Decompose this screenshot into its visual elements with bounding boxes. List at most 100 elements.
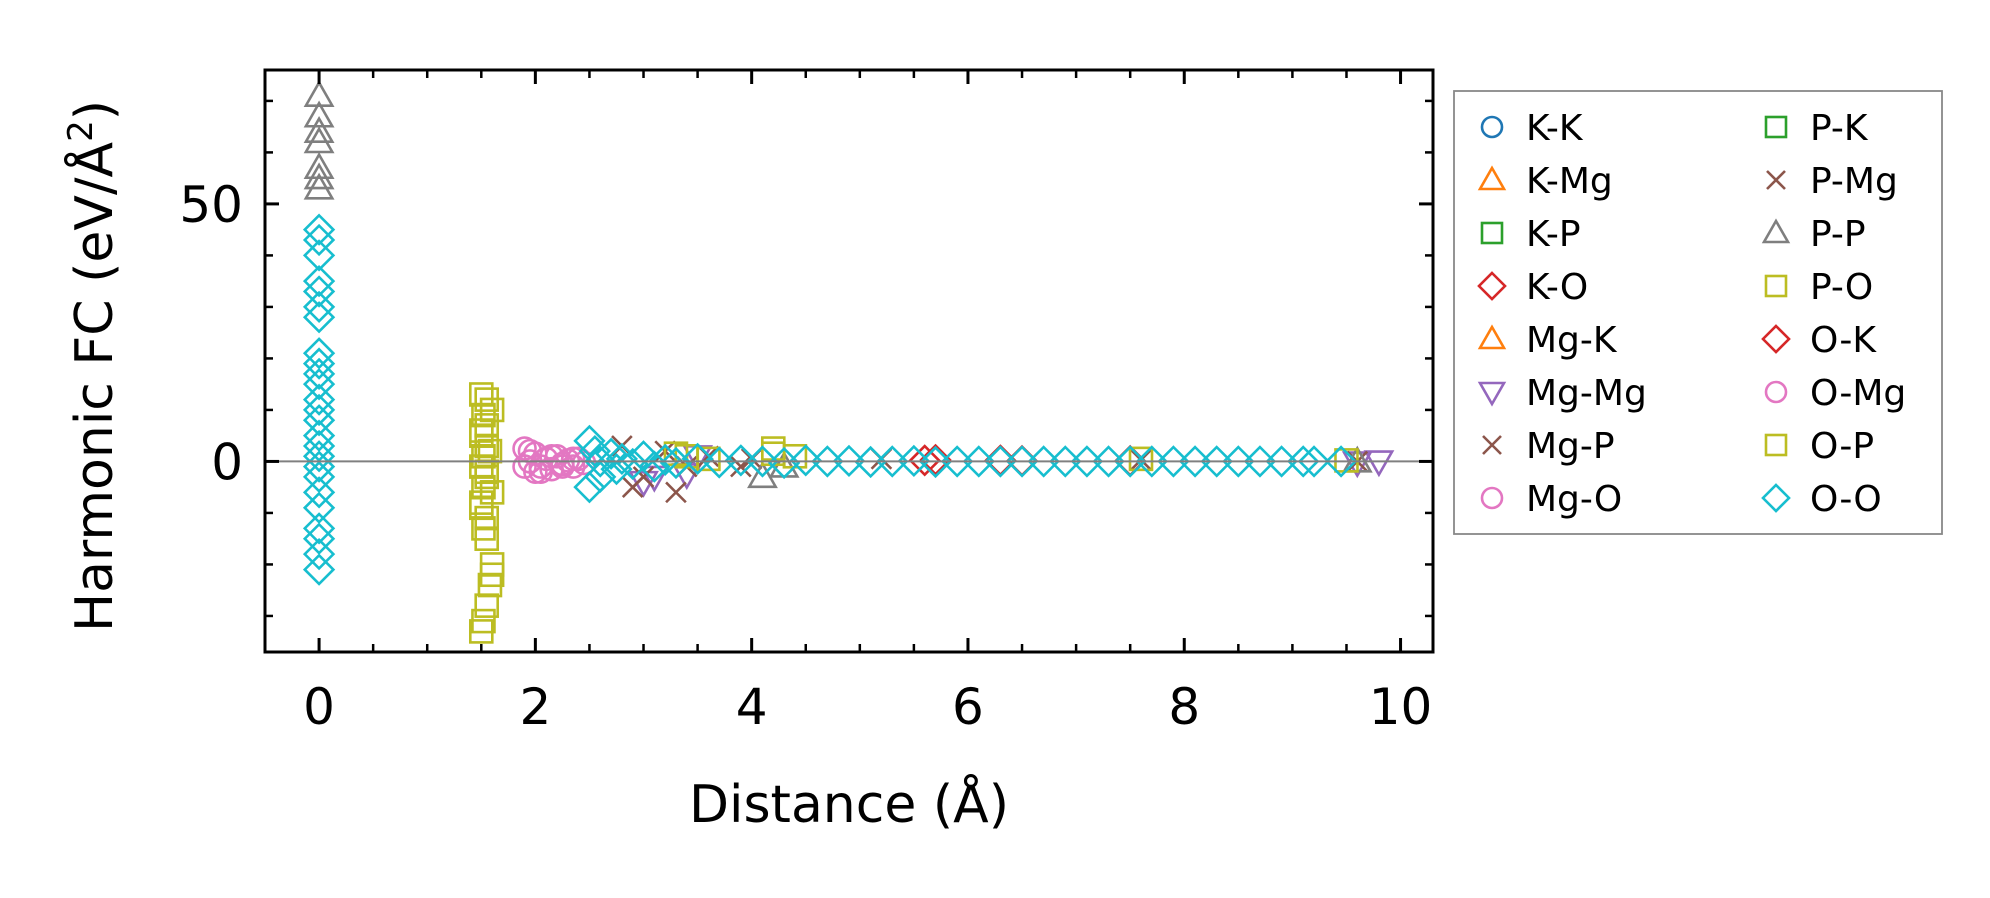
data-point xyxy=(908,444,941,477)
markers-layer xyxy=(302,79,1395,644)
legend-label: Mg-Mg xyxy=(1526,373,1647,414)
legend-marker xyxy=(1477,324,1507,350)
data-point xyxy=(984,445,1017,478)
data-point xyxy=(302,301,336,334)
data-point xyxy=(468,619,494,644)
data-point xyxy=(303,172,335,200)
data-point xyxy=(302,213,336,246)
x-tick-label: 6 xyxy=(952,678,984,736)
data-point xyxy=(302,522,336,555)
legend-marker xyxy=(1764,274,1788,298)
data-point xyxy=(560,446,586,472)
data-point xyxy=(1297,445,1331,478)
data-point xyxy=(941,445,974,478)
data-point xyxy=(302,275,336,308)
data-point xyxy=(789,444,822,477)
x-tick-label: 10 xyxy=(1369,678,1433,736)
y-axis-title-close: ) xyxy=(65,100,125,120)
legend-marker xyxy=(1480,115,1504,139)
data-point xyxy=(1243,445,1277,478)
legend-marker xyxy=(1482,435,1502,455)
data-point xyxy=(573,424,606,457)
data-point xyxy=(1005,445,1039,478)
data-point xyxy=(302,404,336,437)
legend-marker xyxy=(1761,324,1791,354)
data-point xyxy=(962,445,995,478)
y-axis-title-superscript: 2 xyxy=(61,120,101,142)
data-point xyxy=(1157,445,1190,478)
legend-label: P-O xyxy=(1810,267,1873,308)
data-point xyxy=(1200,445,1233,478)
y-tick-label: 0 xyxy=(211,433,243,491)
legend-label: P-Mg xyxy=(1810,161,1898,202)
data-point xyxy=(302,239,336,272)
data-point xyxy=(303,115,335,144)
data-point xyxy=(1178,445,1212,478)
data-point xyxy=(632,466,655,488)
data-point xyxy=(730,455,752,478)
data-point xyxy=(302,538,336,571)
data-point xyxy=(616,447,649,481)
data-point xyxy=(573,471,606,504)
data-point xyxy=(302,265,336,298)
data-point xyxy=(584,460,617,494)
data-point xyxy=(1135,445,1168,478)
data-point xyxy=(1265,445,1298,478)
data-point xyxy=(594,437,628,470)
data-point xyxy=(919,443,952,477)
data-point xyxy=(1287,445,1320,478)
data-point xyxy=(303,162,335,190)
data-point xyxy=(471,474,496,500)
data-point xyxy=(919,445,952,479)
legend-label: P-P xyxy=(1810,214,1866,255)
series-P-O xyxy=(468,382,1359,644)
data-point xyxy=(468,418,494,443)
legend-marker xyxy=(1764,115,1788,139)
data-point xyxy=(1049,445,1082,478)
data-point xyxy=(302,419,336,452)
data-point xyxy=(302,491,336,524)
data-point xyxy=(681,442,714,475)
data-point xyxy=(746,445,779,478)
data-point xyxy=(897,444,931,478)
legend-label: K-P xyxy=(1526,214,1581,255)
data-point xyxy=(811,445,844,478)
data-point xyxy=(302,393,336,427)
data-point xyxy=(474,526,500,551)
x-tick-label: 0 xyxy=(303,678,335,736)
legend-label: K-Mg xyxy=(1526,161,1613,202)
data-point xyxy=(302,223,336,257)
legend-label: Mg-O xyxy=(1526,479,1622,520)
legend-marker xyxy=(1477,381,1507,407)
data-point xyxy=(1324,445,1358,478)
data-point xyxy=(468,495,494,521)
x-tick-label: 4 xyxy=(736,678,768,736)
data-point xyxy=(302,383,336,416)
data-point xyxy=(302,429,336,463)
data-point xyxy=(302,460,336,494)
data-point xyxy=(1092,445,1125,478)
data-point xyxy=(302,368,336,401)
data-point xyxy=(302,337,336,370)
data-point xyxy=(1070,445,1104,478)
y-axis-title: Harmonic FC (eV/Å2) xyxy=(61,100,125,632)
legend-box xyxy=(1453,90,1943,535)
y-tick-label: 50 xyxy=(179,176,243,234)
legend-marker xyxy=(1764,433,1788,457)
data-point xyxy=(302,553,336,586)
data-point xyxy=(302,440,336,473)
data-point xyxy=(302,290,336,324)
legend-label: K-K xyxy=(1526,108,1584,149)
data-point xyxy=(302,357,336,391)
legend: K-K K-Mg K-P K-O Mg-K Mg-Mg Mg-P Mg-O P-K P-Mg P-P… xyxy=(1453,90,1943,535)
legend-marker xyxy=(1480,221,1504,245)
data-point xyxy=(600,453,633,486)
legend-marker xyxy=(1761,218,1791,244)
series-O-O xyxy=(302,213,1358,586)
series-P-P xyxy=(303,79,1373,489)
y-axis-title-main: Harmonic FC (eV/Å xyxy=(63,141,125,632)
legend-label: O-Mg xyxy=(1810,373,1906,414)
legend-label: Mg-P xyxy=(1526,426,1615,467)
data-point xyxy=(303,100,335,128)
